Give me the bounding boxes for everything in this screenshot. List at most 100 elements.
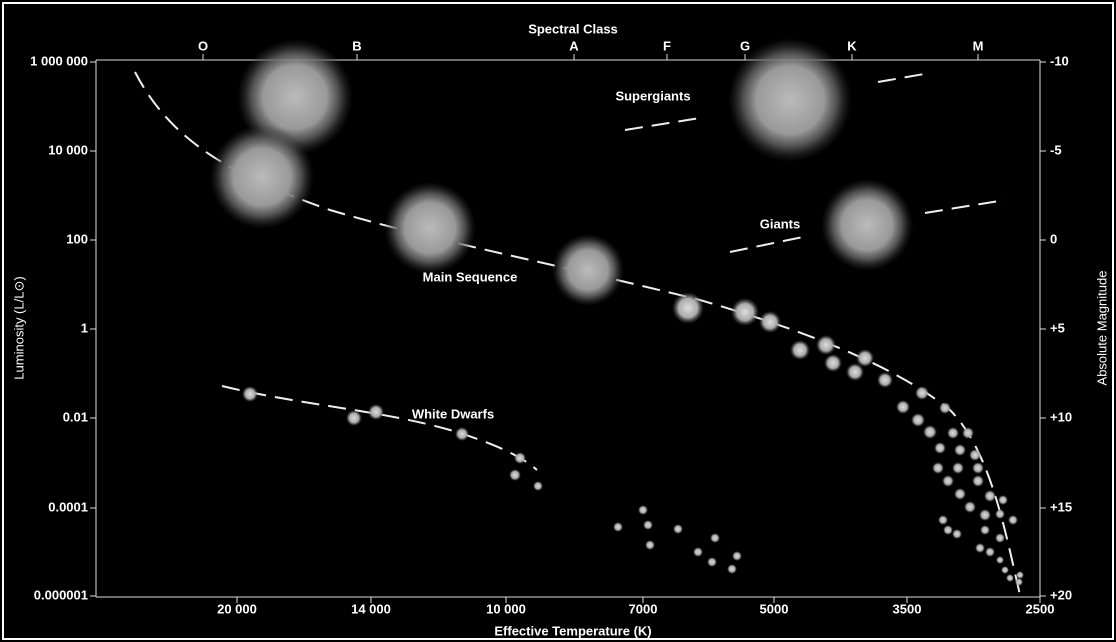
right-axis-title: Absolute Magnitude bbox=[1094, 271, 1109, 386]
star bbox=[384, 182, 476, 274]
background bbox=[0, 0, 1116, 642]
y2-tick-label: +20 bbox=[1050, 587, 1072, 602]
spectral-class-label: M bbox=[973, 38, 984, 53]
star bbox=[954, 444, 966, 456]
star bbox=[932, 462, 944, 474]
star bbox=[998, 495, 1008, 505]
star bbox=[939, 402, 951, 414]
star bbox=[731, 298, 759, 326]
star bbox=[911, 413, 925, 427]
star bbox=[816, 335, 836, 355]
star bbox=[727, 564, 737, 574]
star bbox=[455, 427, 469, 441]
spectral-class-label: A bbox=[569, 38, 579, 53]
y2-tick-label: +10 bbox=[1050, 409, 1072, 424]
star bbox=[638, 505, 648, 515]
star bbox=[943, 525, 953, 535]
star bbox=[759, 311, 781, 333]
star bbox=[514, 452, 526, 464]
spectral-class-label: O bbox=[198, 38, 208, 53]
spectral-class-label: G bbox=[740, 38, 750, 53]
star bbox=[972, 475, 984, 487]
star bbox=[964, 501, 976, 513]
star bbox=[533, 481, 543, 491]
star bbox=[985, 547, 995, 557]
bottom-axis-title: Effective Temperature (K) bbox=[494, 623, 651, 638]
spectral-class-label: B bbox=[352, 38, 361, 53]
star bbox=[942, 475, 954, 487]
x-tick-label: 3500 bbox=[893, 601, 922, 616]
x-tick-label: 20 000 bbox=[217, 601, 257, 616]
y-tick-label: 1 bbox=[81, 320, 88, 335]
spectral-class-label: F bbox=[663, 38, 671, 53]
star bbox=[995, 533, 1005, 543]
y2-tick-label: +5 bbox=[1050, 320, 1065, 335]
star bbox=[952, 529, 962, 539]
top-axis-title: Spectral Class bbox=[528, 21, 618, 36]
star bbox=[980, 525, 990, 535]
star bbox=[962, 427, 974, 439]
star bbox=[915, 386, 929, 400]
y2-tick-label: -5 bbox=[1050, 142, 1062, 157]
region-label: Supergiants bbox=[615, 88, 690, 103]
star bbox=[1016, 571, 1024, 579]
star bbox=[645, 540, 655, 550]
star bbox=[984, 490, 996, 502]
y-tick-label: 100 bbox=[66, 231, 88, 246]
star bbox=[954, 488, 966, 500]
star bbox=[896, 400, 910, 414]
star bbox=[1015, 578, 1023, 586]
spectral-class-label: K bbox=[847, 38, 857, 53]
x-tick-label: 2500 bbox=[1026, 601, 1055, 616]
star bbox=[995, 509, 1005, 519]
region-label: Giants bbox=[760, 216, 800, 231]
y2-tick-label: +15 bbox=[1050, 499, 1072, 514]
star bbox=[643, 520, 653, 530]
star bbox=[693, 547, 703, 557]
y2-tick-label: 0 bbox=[1050, 231, 1057, 246]
y-tick-label: 1 000 000 bbox=[30, 53, 88, 68]
star bbox=[1008, 515, 1018, 525]
star bbox=[824, 354, 842, 372]
star bbox=[672, 292, 704, 324]
star bbox=[728, 38, 852, 162]
region-label: White Dwarfs bbox=[412, 406, 494, 421]
star bbox=[938, 515, 948, 525]
star bbox=[509, 469, 521, 481]
star bbox=[613, 522, 623, 532]
region-label: Main Sequence bbox=[423, 269, 518, 284]
star bbox=[975, 543, 985, 553]
y-tick-label: 10 000 bbox=[48, 142, 88, 157]
star bbox=[673, 524, 683, 534]
y-tick-label: 0.01 bbox=[63, 409, 88, 424]
y2-tick-label: -10 bbox=[1050, 53, 1069, 68]
x-tick-label: 14 000 bbox=[351, 601, 391, 616]
star bbox=[947, 427, 959, 439]
star bbox=[979, 509, 991, 521]
star bbox=[934, 442, 946, 454]
star bbox=[996, 556, 1004, 564]
x-tick-label: 7000 bbox=[629, 601, 658, 616]
star bbox=[972, 462, 984, 474]
star bbox=[707, 557, 717, 567]
star bbox=[790, 340, 810, 360]
star bbox=[242, 386, 258, 402]
star bbox=[969, 449, 981, 461]
star bbox=[346, 410, 362, 426]
x-tick-label: 5000 bbox=[760, 601, 789, 616]
left-axis-title: Luminosity (L/L⊙) bbox=[11, 276, 26, 379]
y-tick-label: 0.0001 bbox=[48, 499, 88, 514]
star bbox=[1006, 574, 1014, 582]
star bbox=[877, 372, 893, 388]
star bbox=[368, 404, 384, 420]
y-tick-label: 0.000001 bbox=[34, 587, 88, 602]
star bbox=[821, 179, 913, 271]
star bbox=[210, 125, 314, 229]
x-tick-label: 10 000 bbox=[486, 601, 526, 616]
star bbox=[923, 425, 937, 439]
hr-diagram: Spectral Class Effective Temperature (K)… bbox=[0, 0, 1116, 642]
star bbox=[1001, 566, 1009, 574]
star bbox=[732, 551, 742, 561]
star bbox=[856, 349, 874, 367]
star bbox=[552, 234, 624, 306]
